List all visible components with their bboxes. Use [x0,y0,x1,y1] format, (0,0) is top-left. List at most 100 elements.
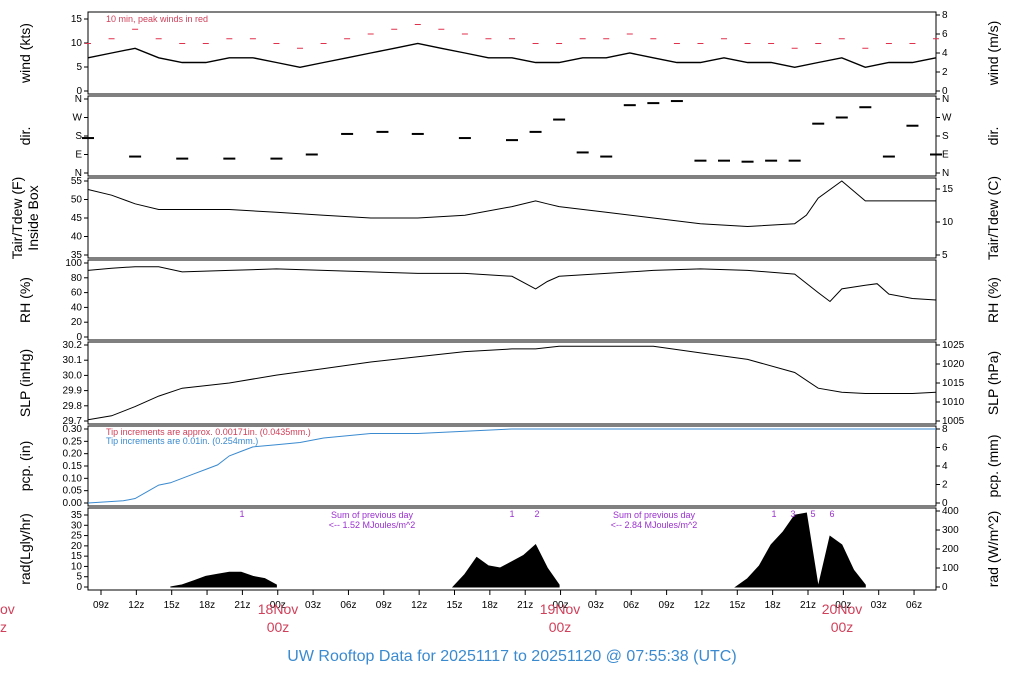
ytick-right-label-dir: N [942,168,949,179]
ylabel-right-temp: Tair/Tdew (C) [985,176,1001,260]
xtick-label: 21z [800,600,816,611]
xtick-label: 18z [765,600,781,611]
rad-sum-value: <-- 2.84 MJoules/m^2 [611,520,698,530]
dir-point [882,155,895,158]
ytick-right-label-rad: 400 [942,506,959,517]
ytick-left-label-rad: 15 [71,551,83,562]
panel-frame-rh [87,259,937,341]
ytick-left-label-dir: E [75,150,82,161]
ytick-left-label-wind: 10 [71,38,83,49]
dir-point [623,104,636,107]
series-line-wind [87,42,937,69]
xtick-label: 12z [411,600,427,611]
rad-area-day2 [451,543,560,588]
xtick-label: 03z [305,600,321,611]
ytick-left-label-rad: 30 [71,520,83,531]
xtick-label: 00z [552,600,568,611]
dir-point [82,137,94,140]
xtick-label: 21z [234,600,250,611]
dir-point [270,157,283,160]
xtick-label: 00z [835,600,851,611]
series-line-rh [87,266,937,303]
xtick-label: 06z [623,600,639,611]
dir-point [223,157,236,160]
dir-point [930,153,942,156]
xtick-label: 15z [729,600,745,611]
ytick-left-label-rad: 10 [71,561,83,572]
ytick-right-label-slp: 1020 [942,359,965,370]
dir-point [506,139,518,142]
xtick-label: 09z [93,600,109,611]
ylabel-right-slp: SLP (hPa) [985,351,1001,415]
day-label-time: 00z [267,619,290,635]
ytick-left-label-pcp: 0.25 [63,436,83,447]
ytick-left-label-pcp: 0.00 [63,498,83,509]
dir-point [694,159,707,162]
ytick-right-label-pcp: 0 [942,498,948,509]
ylabel-left-pcp: pcp. (in) [17,441,33,492]
ytick-left-label-temp: 35 [71,250,83,261]
rad-event-mark: 3 [790,509,795,519]
ytick-left-label-pcp: 0.15 [63,461,83,472]
ylabel-left-rad: rad(Lgly/hr) [17,513,33,585]
ytick-left-label-dir: S [75,131,82,142]
ytick-right-label-wind: 4 [942,48,948,59]
panel-frame-temp [87,177,937,259]
ytick-right-label-dir: W [942,113,952,124]
ylabel-left-temp: Inside Box [25,185,41,250]
ytick-right-label-pcp: 4 [942,461,948,472]
series-line-pcp [87,428,936,504]
dir-point [411,132,424,135]
dir-point [788,159,801,162]
ytick-left-label-rad: 5 [76,572,82,583]
ytick-left-label-dir: W [73,113,83,124]
xtick-label: 06z [340,600,356,611]
ytick-left-label-pcp: 0.30 [63,424,83,435]
xtick-label: 12z [128,600,144,611]
ytick-right-label-wind: 8 [942,10,948,21]
ytick-left-label-temp: 50 [71,195,83,206]
ytick-left-label-dir: N [75,168,82,179]
ytick-left-label-slp: 29.7 [63,416,83,427]
ytick-right-label-dir: S [942,131,949,142]
day-label-time: 00z [831,619,854,635]
ytick-left-label-rh: 80 [71,273,83,284]
day-label-time: z [0,619,7,635]
ytick-right-label-wind: 0 [942,86,948,97]
series-line-slp [87,345,937,421]
xtick-label: 09z [376,600,392,611]
ytick-right-label-dir: N [942,94,949,105]
panel-frame-wind [87,11,937,95]
ylabel-left-temp: Tair/Tdew (F) [9,177,25,259]
dir-point [647,102,660,105]
ytick-left-label-rad: 35 [71,510,83,521]
dir-point [553,118,566,121]
xtick-label: 03z [588,600,604,611]
panel-frame-dir [87,95,937,177]
dir-point [576,151,589,154]
ylabel-right-wind: wind (m/s) [985,21,1001,87]
ytick-right-label-dir: E [942,150,949,161]
ytick-right-label-pcp: 8 [942,424,948,435]
dir-point [341,132,354,135]
ytick-right-label-rad: 200 [942,544,959,555]
rad-event-mark: 1 [771,509,776,519]
dir-point [835,116,848,119]
ytick-left-label-slp: 30.0 [63,370,83,381]
ytick-left-label-rad: 20 [71,541,83,552]
ylabel-right-rh: RH (%) [985,277,1001,323]
ytick-left-label-pcp: 0.05 [63,486,83,497]
xtick-label: 15z [446,600,462,611]
dir-point [859,106,872,109]
ytick-right-label-temp: 15 [942,184,954,195]
xtick-label: 15z [164,600,180,611]
ytick-right-label-pcp: 2 [942,480,948,491]
dir-point [765,159,778,162]
ytick-right-label-slp: 1025 [942,340,965,351]
ytick-right-label-wind: 2 [942,67,948,78]
ylabel-left-wind: wind (kts) [17,23,33,84]
dir-point [670,100,683,103]
rad-sum-value: <-- 1.52 MJoules/m^2 [329,520,416,530]
dir-point [376,130,389,133]
